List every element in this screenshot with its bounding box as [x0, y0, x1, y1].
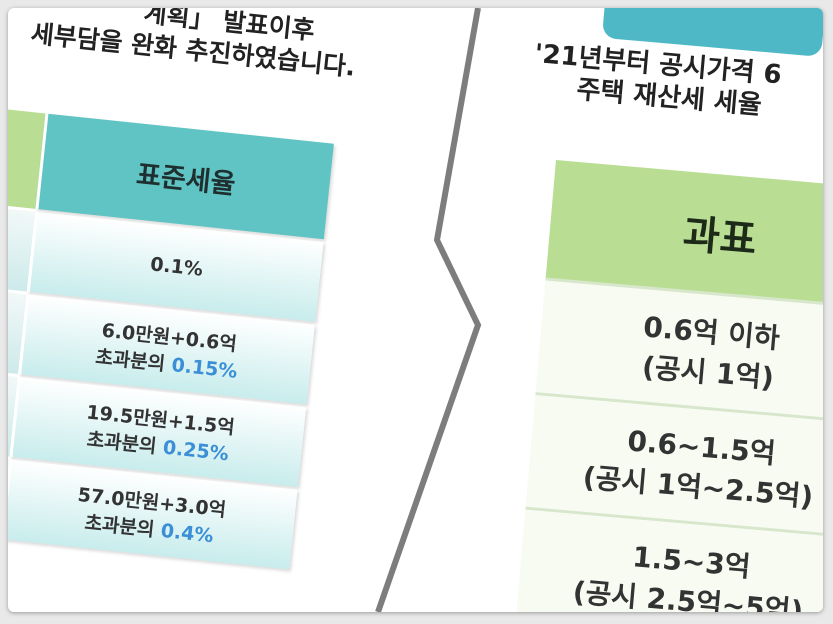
screenshot-frame: 계획」 발표이후 세부담을 완화 추진하였습니다. 표준세율 0.1% 6.0만…: [8, 8, 823, 612]
zigzag-line: [375, 8, 482, 612]
divider: [375, 8, 482, 612]
